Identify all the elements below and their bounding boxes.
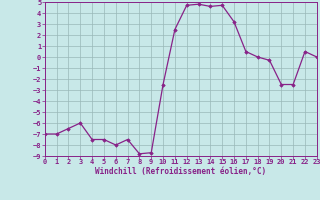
X-axis label: Windchill (Refroidissement éolien,°C): Windchill (Refroidissement éolien,°C) bbox=[95, 167, 266, 176]
